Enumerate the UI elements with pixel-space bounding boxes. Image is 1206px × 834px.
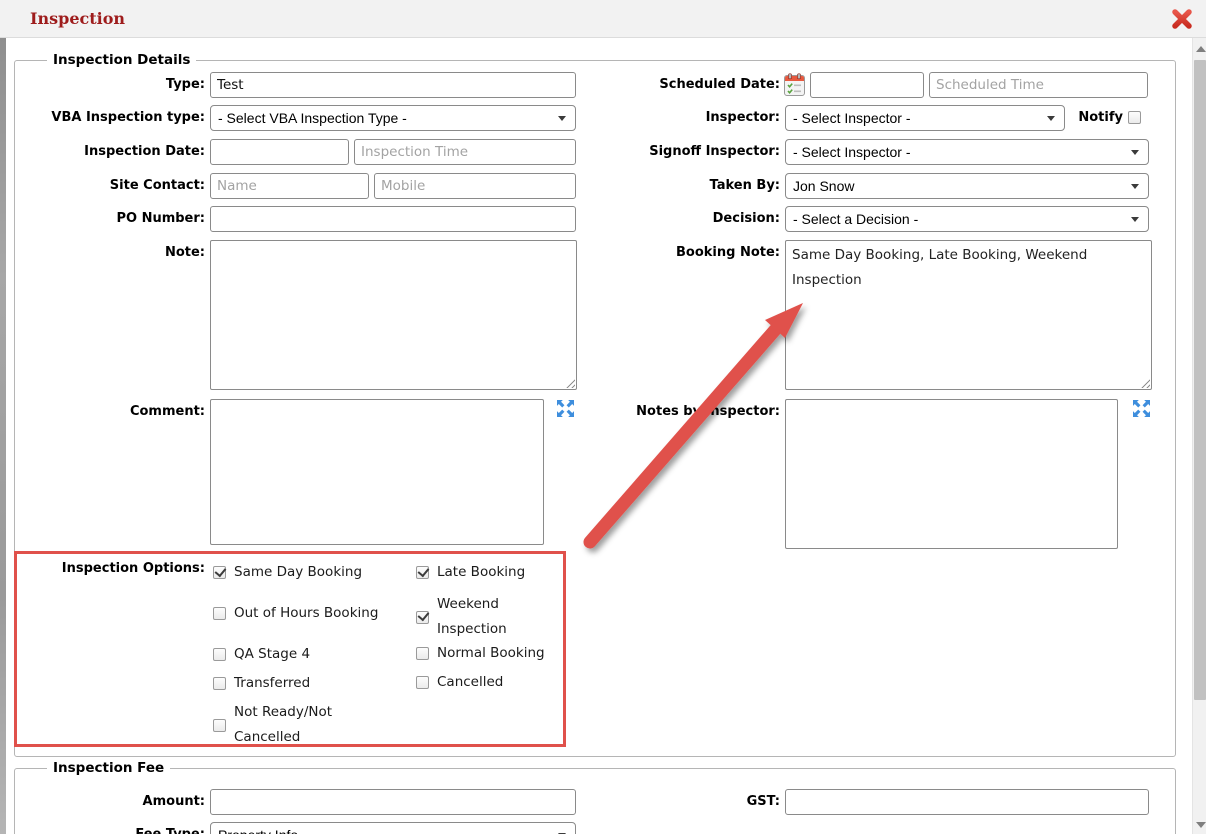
gst-input[interactable]	[785, 789, 1149, 815]
note-resize-grip-icon[interactable]	[564, 377, 575, 388]
fee-type-label: Fee Type:	[20, 822, 205, 834]
note-label: Note:	[164, 245, 205, 260]
inspection-date-label: Inspection Date:	[84, 144, 205, 159]
comment-textarea[interactable]	[210, 399, 544, 545]
notes-by-inspector-label: Notes by Inspector:	[636, 404, 780, 419]
scheduled-date-label: Scheduled Date:	[659, 77, 780, 92]
po-number-label: PO Number:	[116, 211, 205, 226]
not-ready-not-cancelled-checkbox[interactable]	[213, 718, 226, 732]
fee-type-select[interactable]: Property Info	[210, 822, 576, 834]
inspection-details-fieldset: Inspection Details	[14, 52, 1176, 757]
type-label: Type:	[165, 77, 205, 92]
gst-label: GST:	[746, 794, 780, 809]
taken-by-value: Jon Snow	[793, 178, 855, 194]
fee-type-value: Property Info	[218, 827, 298, 834]
notify-label: Notify	[1078, 110, 1123, 125]
comment-label: Comment:	[129, 404, 205, 419]
decision-value: - Select a Decision -	[793, 211, 919, 227]
option-cancelled[interactable]: Cancelled	[416, 670, 503, 695]
vba-inspection-type-select[interactable]: - Select VBA Inspection Type -	[210, 105, 576, 131]
vertical-scrollbar[interactable]	[1192, 38, 1206, 834]
inspector-label: Inspector:	[705, 110, 780, 125]
scheduled-time-input[interactable]	[929, 72, 1148, 98]
chevron-down-icon	[1047, 116, 1055, 121]
option-same-day-booking[interactable]: Same Day Booking	[213, 560, 362, 585]
option-late-booking[interactable]: Late Booking	[416, 560, 525, 585]
signoff-inspector-label: Signoff Inspector:	[649, 144, 780, 159]
inspection-fee-legend: Inspection Fee	[47, 760, 171, 776]
site-contact-mobile-input[interactable]	[374, 173, 576, 199]
taken-by-label: Taken By:	[709, 178, 780, 193]
signoff-inspector-value: - Select Inspector -	[793, 144, 911, 160]
scrollbar-down-arrow-icon[interactable]	[1196, 822, 1206, 828]
normal-booking-checkbox[interactable]	[416, 647, 429, 660]
vba-inspection-type-value: - Select VBA Inspection Type -	[218, 110, 407, 126]
site-contact-label: Site Contact:	[109, 178, 205, 193]
inspection-fee-fieldset: Inspection Fee	[14, 760, 1176, 834]
inspection-time-input[interactable]	[354, 139, 576, 165]
po-number-input[interactable]	[210, 206, 576, 232]
weekend-inspection-checkbox[interactable]	[416, 610, 429, 624]
out-of-hours-booking-checkbox[interactable]	[213, 607, 226, 620]
option-normal-booking[interactable]: Normal Booking	[416, 641, 545, 666]
signoff-inspector-select[interactable]: - Select Inspector -	[785, 139, 1149, 165]
notify-checkbox[interactable]	[1128, 111, 1141, 124]
option-weekend-inspection[interactable]: Weekend Inspection	[416, 592, 517, 642]
option-not-ready-not-cancelled[interactable]: Not Ready/Not Cancelled	[213, 700, 352, 750]
scrollbar-up-arrow-icon[interactable]	[1196, 46, 1206, 52]
note-textarea[interactable]	[210, 240, 577, 390]
type-input[interactable]	[210, 72, 576, 98]
qa-stage-4-checkbox[interactable]	[213, 648, 226, 661]
inspection-options-label: Inspection Options:	[61, 561, 205, 576]
calendar-icon[interactable]	[784, 73, 805, 96]
option-out-of-hours-booking[interactable]: Out of Hours Booking	[213, 601, 378, 626]
notes-by-inspector-textarea[interactable]	[785, 399, 1118, 549]
booking-note-label: Booking Note:	[676, 245, 780, 260]
option-qa-stage-4[interactable]: QA Stage 4	[213, 642, 310, 667]
chevron-down-icon	[1131, 217, 1139, 222]
same-day-booking-checkbox[interactable]	[213, 566, 226, 579]
decision-select[interactable]: - Select a Decision -	[785, 206, 1149, 232]
inspection-date-input[interactable]	[210, 139, 349, 165]
chevron-down-icon	[1131, 184, 1139, 189]
background-page-edge	[0, 38, 6, 834]
booking-note-textarea[interactable]: Same Day Booking, Late Booking, Weekend …	[785, 240, 1152, 390]
chevron-down-icon	[1131, 150, 1139, 155]
chevron-down-icon	[558, 116, 566, 121]
taken-by-select[interactable]: Jon Snow	[785, 173, 1149, 199]
option-transferred[interactable]: Transferred	[213, 671, 310, 696]
scheduled-date-input[interactable]	[810, 72, 924, 98]
inspection-details-legend: Inspection Details	[47, 52, 197, 68]
inspector-select[interactable]: - Select Inspector -	[785, 105, 1065, 131]
scrollbar-thumb[interactable]	[1194, 60, 1206, 700]
late-booking-checkbox[interactable]	[416, 566, 429, 579]
comment-expand-icon[interactable]	[557, 400, 574, 417]
dialog-titlebar: Inspection	[0, 0, 1206, 38]
inspector-value: - Select Inspector -	[793, 110, 911, 126]
transferred-checkbox[interactable]	[213, 677, 226, 690]
dialog-title: Inspection	[30, 9, 126, 28]
cancelled-checkbox[interactable]	[416, 676, 429, 689]
amount-label: Amount:	[142, 794, 205, 809]
notes-by-inspector-expand-icon[interactable]	[1133, 400, 1150, 417]
amount-input[interactable]	[210, 789, 576, 815]
vba-inspection-type-label: VBA Inspection type:	[51, 110, 205, 125]
close-icon[interactable]	[1170, 7, 1194, 31]
decision-label: Decision:	[712, 211, 780, 226]
booking-note-resize-grip-icon[interactable]	[1139, 377, 1150, 388]
site-contact-name-input[interactable]	[210, 173, 369, 199]
